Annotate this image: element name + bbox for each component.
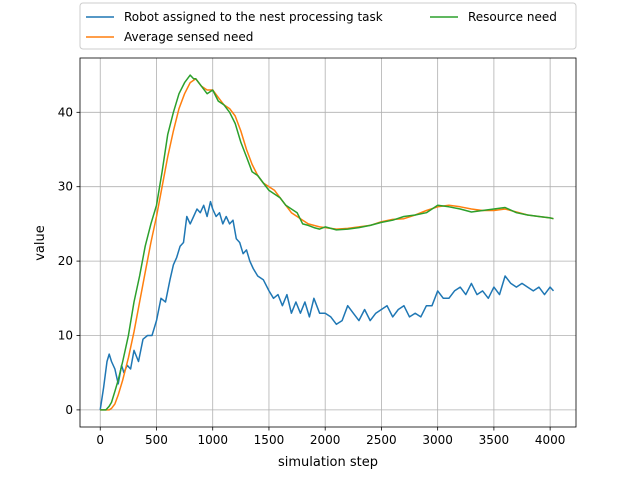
series-line-robot-assigned <box>99 200 555 411</box>
x-tick-label: 0 <box>96 433 104 447</box>
legend-label-resource-need: Resource need <box>468 10 557 24</box>
y-tick-label: 10 <box>58 328 73 342</box>
x-tick-label: 2500 <box>366 433 397 447</box>
y-tick-label: 0 <box>65 403 73 417</box>
x-tick-label: 3000 <box>422 433 453 447</box>
x-tick-label: 1500 <box>254 433 285 447</box>
y-axis-ticks: 0 10 20 30 40 <box>58 105 80 417</box>
legend-box <box>79 2 577 50</box>
grid-lines <box>80 58 576 427</box>
x-tick-label: 1000 <box>197 433 228 447</box>
x-tick-label: 4000 <box>535 433 566 447</box>
x-tick-label: 500 <box>145 433 168 447</box>
y-tick-label: 30 <box>58 180 73 194</box>
legend: Robot assigned to the nest processing ta… <box>79 2 577 50</box>
y-tick-label: 20 <box>58 254 73 268</box>
plot-frame <box>79 57 577 428</box>
legend-label-average-sensed-need: Average sensed need <box>124 30 253 44</box>
x-tick-label: 3500 <box>479 433 510 447</box>
x-tick-label: 2000 <box>310 433 341 447</box>
series-layer <box>99 74 555 411</box>
x-axis-ticks: 0 500 1000 1500 2000 2500 3000 3500 4000 <box>96 427 565 447</box>
legend-label-robot-assigned: Robot assigned to the nest processing ta… <box>124 10 383 24</box>
y-tick-label: 40 <box>58 105 73 119</box>
x-axis-label: simulation step <box>278 455 378 470</box>
series-line-resource-need <box>100 74 554 411</box>
y-axis-label: value <box>33 225 48 261</box>
